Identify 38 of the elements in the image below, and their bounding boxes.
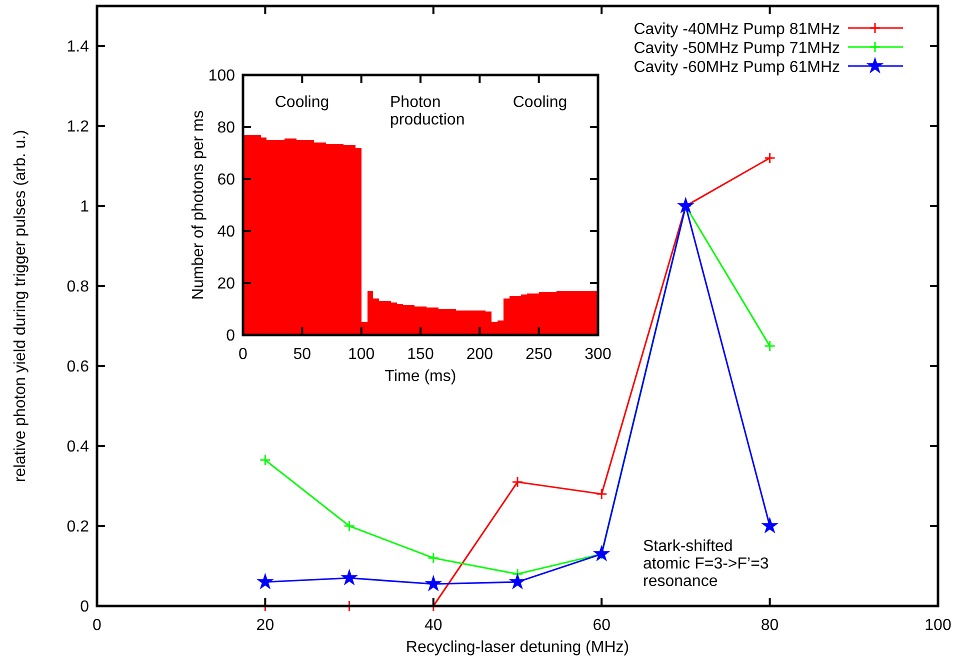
x-tick-label: 80 [760,617,779,634]
y-tick-label: 60 [217,172,236,189]
y-tick-label: 1 [80,198,90,216]
x-tick-label: 100 [348,346,375,363]
y-axis-title: Number of photons per ms [190,110,207,300]
x-axis-title: Recycling-laser detuning (MHz) [406,639,630,656]
annotation: Stark-shifted atomic F=3->F’=3 resonance [643,538,769,590]
x-tick-label: 40 [424,617,442,634]
annotation: Photon production [390,94,465,129]
y-tick-label: 1.2 [66,118,90,136]
y-tick-label: 20 [217,276,236,293]
x-tick-label: 60 [592,617,611,634]
y-tick-label: 0 [226,328,236,345]
y-tick-label: 100 [208,68,236,85]
x-tick-label: 100 [924,617,952,634]
y-tick-label: 1.4 [66,38,90,56]
y-tick-label: 0.2 [66,518,90,536]
x-tick-label: 200 [466,346,494,363]
x-tick-label: 20 [256,617,274,634]
y-tick-label: 0.8 [66,278,90,296]
x-tick-label: 50 [293,346,312,363]
x-tick-label: 0 [238,346,248,363]
annotation: Cooling [512,94,568,111]
legend-label: Cavity -40MHz Pump 81MHz [634,21,840,38]
y-tick-label: 0.4 [66,438,90,456]
x-axis-title: Time (ms) [384,368,456,385]
x-tick-label: 150 [407,346,434,363]
y-tick-label: 40 [217,224,236,241]
y-tick-label: 0 [80,598,90,616]
legend-label: Cavity -60MHz Pump 61MHz [634,59,840,76]
x-tick-label: 250 [525,346,552,363]
annotation: Cooling [274,94,330,111]
legend-label: Cavity -50MHz Pump 71MHz [634,40,840,57]
x-tick-label: 0 [92,617,102,634]
x-tick-label: 300 [584,346,612,363]
y-tick-label: 80 [217,120,236,137]
y-axis-title: relative photon yield during trigger pulses (arb. u.) [12,130,29,482]
y-tick-label: 0.6 [66,358,90,376]
